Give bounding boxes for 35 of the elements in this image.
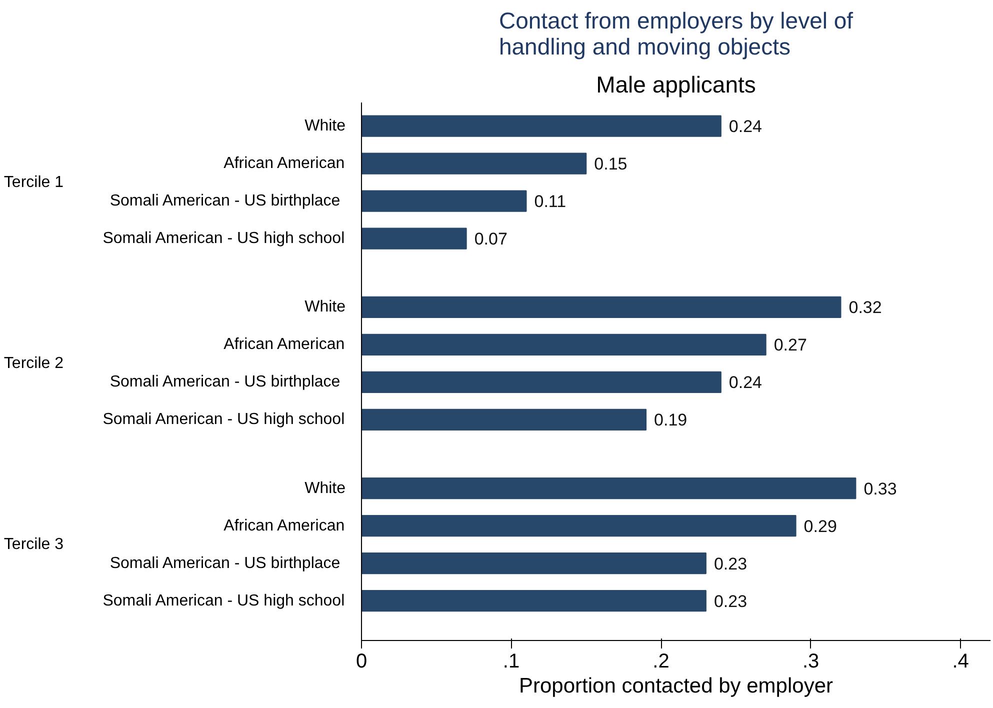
- data-label: 0.15: [594, 154, 628, 174]
- data-label: 0.27: [774, 336, 807, 355]
- y-tick-label: White: [304, 298, 346, 316]
- x-tick-label: .2: [652, 650, 670, 672]
- text: Tercile 1: [4, 174, 64, 191]
- data-label: 0.11: [534, 192, 566, 212]
- y-tick-label: Somali American - US birthplace: [110, 192, 340, 210]
- y-tick-label: Somali American - US high school: [102, 411, 345, 428]
- data-label: 0.19: [654, 410, 688, 430]
- y-tick-label: White: [304, 480, 346, 497]
- x-tick-label: .4: [952, 650, 969, 672]
- y-tick-label: Somali American - US high school: [102, 230, 345, 248]
- data-label: 0.24: [728, 373, 762, 392]
- y-tick-label: African American: [224, 517, 345, 534]
- y-tick-label: Somali American - US birthplace: [110, 554, 340, 572]
- data-label: 0.23: [714, 554, 748, 574]
- data-label: 0.24: [728, 117, 762, 136]
- data-label: 0.32: [848, 298, 882, 318]
- y-tick-label: White: [304, 118, 346, 135]
- chart-title: Contact from employers by level of handling and moving objects: [498, 8, 854, 60]
- y-tick-label: Somali American - US birthplace: [110, 374, 340, 391]
- text: Tercile 2: [4, 354, 64, 372]
- data-label: 0.33: [864, 479, 897, 498]
- data-label: 0.29: [804, 516, 837, 536]
- y-tick-label: African American: [224, 155, 345, 172]
- chart-subtitle: Male applicants: [596, 72, 756, 98]
- y-tick-label: Somali American - US high school: [102, 592, 345, 610]
- y-tick-label: African American: [224, 336, 345, 354]
- data-label: 0.07: [474, 230, 508, 249]
- x-tick-label: .3: [802, 650, 820, 672]
- x-tick-label: .1: [502, 650, 520, 672]
- data-label: 0.23: [714, 592, 748, 611]
- x-tick-label: 0: [356, 650, 368, 672]
- x-axis-title: Proportion contacted by employer: [518, 674, 834, 698]
- text: Tercile 3: [4, 536, 64, 554]
